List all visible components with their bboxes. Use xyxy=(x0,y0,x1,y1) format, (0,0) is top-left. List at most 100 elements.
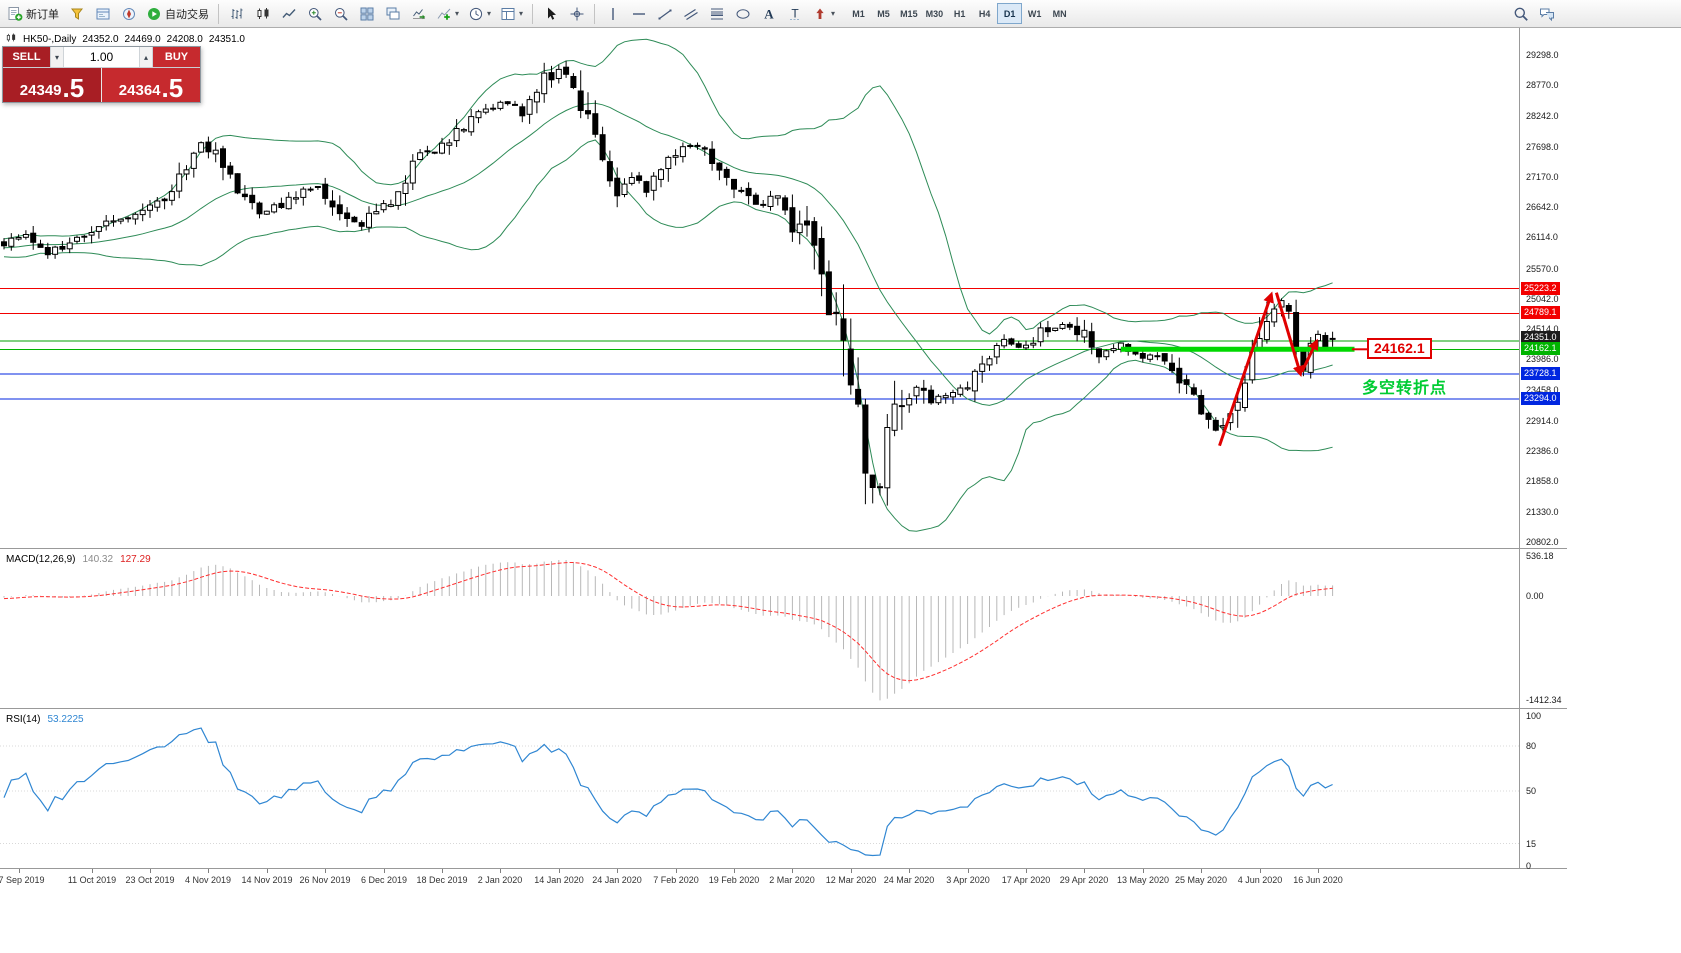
date-tick xyxy=(150,869,151,873)
date-label: 2 Jan 2020 xyxy=(477,875,523,885)
text-label-icon: T xyxy=(789,6,800,20)
trend-arrow-annotation[interactable] xyxy=(1218,291,1318,447)
text-label-icon[interactable]: T xyxy=(782,2,807,25)
panel-splitter[interactable] xyxy=(0,548,1567,549)
data-window-icon xyxy=(96,8,109,19)
date-label: 4 Jun 2020 xyxy=(1237,875,1283,885)
price-axis-label: 24514.0 xyxy=(1526,324,1559,334)
new-order-button[interactable]: 新订单 xyxy=(3,2,63,25)
data-window-icon[interactable] xyxy=(90,2,115,25)
support-price-label[interactable]: 24162.1 xyxy=(1367,338,1432,359)
cursor-icon[interactable] xyxy=(538,2,563,25)
date-tick xyxy=(208,869,209,873)
date-label: 12 Mar 2020 xyxy=(825,875,877,885)
turning-point-label[interactable]: 多空转折点 xyxy=(1362,380,1448,397)
auto-trading-button[interactable]: 自动交易 xyxy=(142,2,213,25)
date-tick xyxy=(1260,869,1261,873)
timeframe-w1-button[interactable]: W1 xyxy=(1022,3,1047,24)
trendline-icon[interactable] xyxy=(652,2,677,25)
bar-chart-icon[interactable] xyxy=(224,2,249,25)
date-tick xyxy=(325,869,326,873)
auto-scroll-icon[interactable] xyxy=(406,2,431,25)
date-label: 24 Jan 2020 xyxy=(592,875,642,885)
macd-axis-label: -1412.34 xyxy=(1526,695,1562,705)
new-order-icon xyxy=(8,6,23,21)
open-value: 24352.0 xyxy=(82,34,119,45)
date-tick xyxy=(19,869,20,873)
date-tick xyxy=(676,869,677,873)
price-axis-label: 23458.0 xyxy=(1526,385,1559,395)
date-tick xyxy=(1026,869,1027,873)
date-label: 18 Dec 2019 xyxy=(416,875,468,885)
price-axis-label: 20802.0 xyxy=(1526,537,1559,547)
candlestick-chart-icon xyxy=(257,7,268,19)
price-axis-label: 26114.0 xyxy=(1526,232,1558,242)
line-chart-icon[interactable] xyxy=(276,2,301,25)
price-tag: 24162.1 xyxy=(1521,342,1560,355)
date-tick xyxy=(1084,869,1085,873)
timeframe-m30-button[interactable]: M30 xyxy=(922,3,948,24)
crosshair-icon[interactable] xyxy=(564,2,589,25)
price-tag: 23728.1 xyxy=(1521,367,1560,380)
timeframe-m1-button[interactable]: M1 xyxy=(846,3,871,24)
toolbar-group-chart: ▾ ▾ ▾ xyxy=(224,2,527,25)
rsi-panel-canvas[interactable] xyxy=(0,710,1519,868)
macd-panel-canvas[interactable] xyxy=(0,550,1519,708)
buy-button[interactable]: BUY xyxy=(153,47,200,67)
date-label: 19 Feb 2020 xyxy=(708,875,760,885)
timeframe-m5-button[interactable]: M5 xyxy=(871,3,896,24)
shapes-icon[interactable] xyxy=(730,2,755,25)
cascade-windows-icon[interactable] xyxy=(380,2,405,25)
sell-price-display[interactable]: 24349 .5 xyxy=(3,68,101,102)
search-icon[interactable] xyxy=(1508,2,1533,25)
price-axis-label: 28242.0 xyxy=(1526,111,1559,121)
periods-icon[interactable]: ▾ xyxy=(464,2,495,25)
timeframe-d1-button[interactable]: D1 xyxy=(997,3,1023,24)
buy-price-display[interactable]: 24364 .5 xyxy=(101,68,200,102)
date-label: 13 May 2020 xyxy=(1116,875,1170,885)
svg-text:A: A xyxy=(764,6,774,21)
sell-button[interactable]: SELL xyxy=(3,47,50,67)
date-tick xyxy=(792,869,793,873)
one-click-trading-panel: SELL ▾ ▴ BUY 24349 .5 24364 .5 xyxy=(2,46,201,103)
rsi-axis-label: 15 xyxy=(1526,839,1537,849)
vertical-line-icon[interactable] xyxy=(600,2,625,25)
time-axis[interactable]: 27 Sep 2019 11 Oct 2019 23 Oct 2019 4 Nov 2… xyxy=(0,869,1520,891)
date-label: 7 Feb 2020 xyxy=(653,875,699,885)
caret-down-icon: ▾ xyxy=(455,8,460,18)
horizontal-line-icon[interactable] xyxy=(626,2,651,25)
tile-windows-icon[interactable] xyxy=(354,2,379,25)
price-axis[interactable]: 29298.0 28770.0 28242.0 27698.0 27170.0 26642… xyxy=(1520,28,1567,871)
macd-main-value: 140.32 xyxy=(82,554,114,565)
zoom-in-icon[interactable] xyxy=(302,2,327,25)
date-label: 11 Oct 2019 xyxy=(67,875,117,885)
channel-icon[interactable] xyxy=(678,2,703,25)
price-axis-label: 23986.0 xyxy=(1526,354,1559,364)
timeframe-h4-button[interactable]: H4 xyxy=(972,3,997,24)
volume-input[interactable] xyxy=(64,47,139,67)
market-watch-icon[interactable] xyxy=(64,2,89,25)
text-icon[interactable]: A xyxy=(756,2,781,25)
fibonacci-icon[interactable] xyxy=(704,2,729,25)
timeframe-m15-button[interactable]: M15 xyxy=(896,3,922,24)
navigator-icon[interactable] xyxy=(116,2,141,25)
zoom-out-icon[interactable] xyxy=(328,2,353,25)
date-tick xyxy=(909,869,910,873)
date-tick xyxy=(1143,869,1144,873)
indicators-icon[interactable]: ▾ xyxy=(432,2,463,25)
caret-down-icon: ▾ xyxy=(519,8,524,18)
candlestick-chart-icon[interactable] xyxy=(250,2,275,25)
auto-trading-icon xyxy=(148,7,160,20)
volume-increase-button[interactable]: ▴ xyxy=(139,47,153,67)
shapes-icon xyxy=(736,8,750,19)
timeframe-h1-button[interactable]: H1 xyxy=(947,3,972,24)
volume-decrease-button[interactable]: ▾ xyxy=(50,47,64,67)
timeframe-mn-button[interactable]: MN xyxy=(1047,3,1072,24)
navigator-icon xyxy=(122,7,135,20)
panel-splitter[interactable] xyxy=(0,708,1567,709)
low-value: 24208.0 xyxy=(166,34,203,45)
arrows-icon[interactable]: ▾ xyxy=(808,2,839,25)
templates-icon[interactable]: ▾ xyxy=(496,2,527,25)
chat-icon[interactable] xyxy=(1534,2,1559,25)
main-chart-canvas[interactable] xyxy=(0,28,1519,548)
